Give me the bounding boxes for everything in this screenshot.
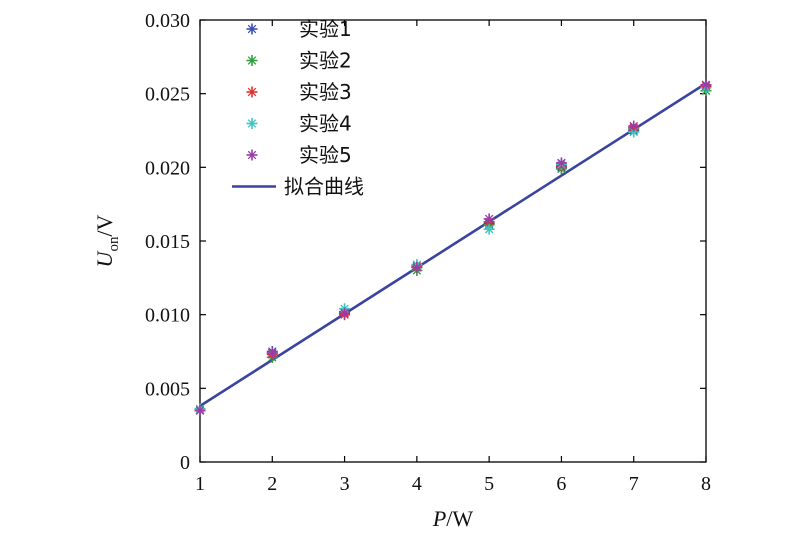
legend-label-series-2: 实验2 [299, 49, 352, 73]
data-points [194, 79, 712, 416]
legend: 实验1 实验2 实验3 实验4 实验5 拟合曲线 [232, 17, 364, 199]
fit-line [199, 82, 707, 408]
x-tick-label: 5 [484, 473, 494, 495]
legend-label-fit: 拟合曲线 [284, 175, 364, 199]
legend-label-series-1: 实验1 [299, 17, 352, 41]
y-tick-label: 0.025 [145, 84, 190, 106]
y-axis-title: Uon/V [92, 214, 122, 267]
legend-marker-series-4 [246, 118, 258, 129]
x-ticks: 1 2 3 4 5 6 7 8 [195, 20, 711, 495]
x-tick-label: 7 [629, 473, 639, 495]
legend-marker-series-5 [246, 149, 258, 161]
legend-marker-series-1 [246, 23, 258, 35]
legend-label-series-3: 实验3 [299, 80, 352, 104]
y-tick-label: 0 [180, 452, 190, 474]
plot-frame [199, 19, 707, 463]
legend-marker-series-3 [246, 86, 258, 98]
data-point-series-5 [628, 120, 640, 132]
x-tick-label: 1 [195, 473, 205, 495]
x-tick-label: 2 [267, 473, 277, 495]
data-point-series-5 [266, 347, 278, 359]
data-point-series-5 [555, 157, 567, 169]
axes [199, 19, 707, 463]
y-tick-label: 0.005 [145, 378, 190, 400]
y-tick-label: 0.010 [145, 305, 190, 327]
x-tick-label: 6 [556, 473, 566, 495]
data-point-series-4 [483, 223, 495, 235]
data-point-series-5 [194, 404, 206, 416]
data-point-series-5 [339, 307, 351, 319]
legend-marker-series-2 [246, 55, 258, 66]
y-tick-label: 0.015 [145, 231, 190, 253]
x-axis-title: P/W [432, 506, 474, 531]
data-point-series-5 [483, 213, 495, 225]
y-tick-label: 0.030 [145, 10, 190, 32]
fit-line-group [199, 82, 707, 408]
x-tick-label: 3 [340, 473, 350, 495]
legend-label-series-5: 实验5 [299, 143, 352, 167]
y-tick-label: 0.020 [145, 157, 190, 179]
data-point-series-5 [700, 79, 712, 91]
x-tick-label: 8 [701, 473, 711, 495]
y-ticks: 0 0.005 0.010 0.015 0.020 0.025 0.030 [145, 10, 706, 474]
x-tick-label: 4 [412, 473, 422, 495]
legend-label-series-4: 实验4 [299, 112, 352, 136]
data-point-series-5 [411, 262, 423, 274]
